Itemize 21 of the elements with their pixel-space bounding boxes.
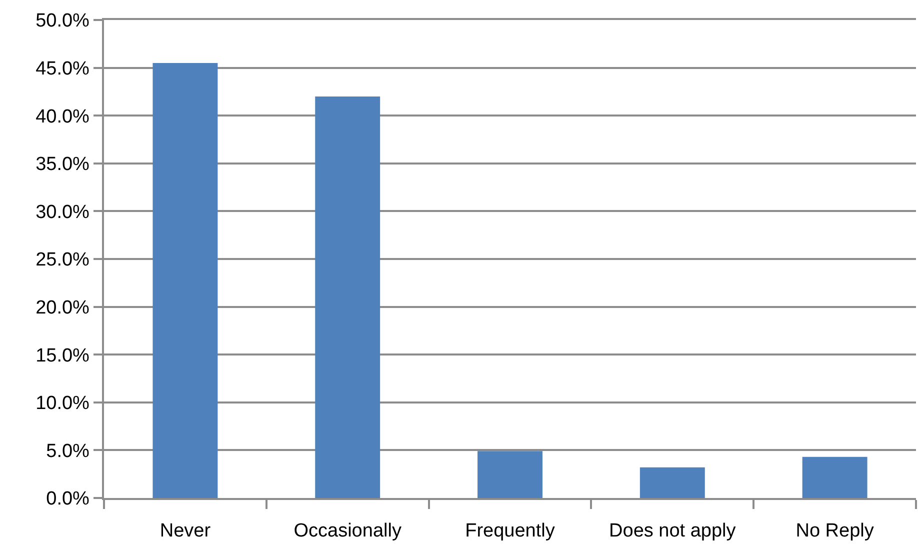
y-tick-label: 45.0% (36, 58, 90, 80)
x-tick-label: No Reply (796, 520, 874, 542)
y-tick-label: 30.0% (36, 202, 90, 223)
x-tick-label: Frequently (465, 520, 556, 542)
bar (640, 467, 705, 498)
y-tick-label: 25.0% (36, 250, 90, 271)
x-tick-label: Occasionally (294, 520, 402, 542)
y-tick-label: 40.0% (36, 106, 90, 128)
y-tick-label: 15.0% (36, 345, 90, 366)
bar (152, 63, 218, 498)
y-tick-label: 10.0% (36, 393, 90, 414)
x-tick-label: Never (160, 520, 212, 542)
y-tick-label: 5.0% (46, 440, 90, 462)
bar (802, 456, 868, 498)
y-tick-label: 20.0% (36, 297, 90, 318)
bar (478, 451, 542, 498)
y-tick-label: 50.0% (36, 10, 90, 32)
y-tick-label: 0.0% (46, 488, 90, 510)
y-tick-label: 35.0% (36, 154, 90, 176)
x-tick-label: Does not apply (609, 520, 736, 542)
bar (315, 96, 380, 498)
